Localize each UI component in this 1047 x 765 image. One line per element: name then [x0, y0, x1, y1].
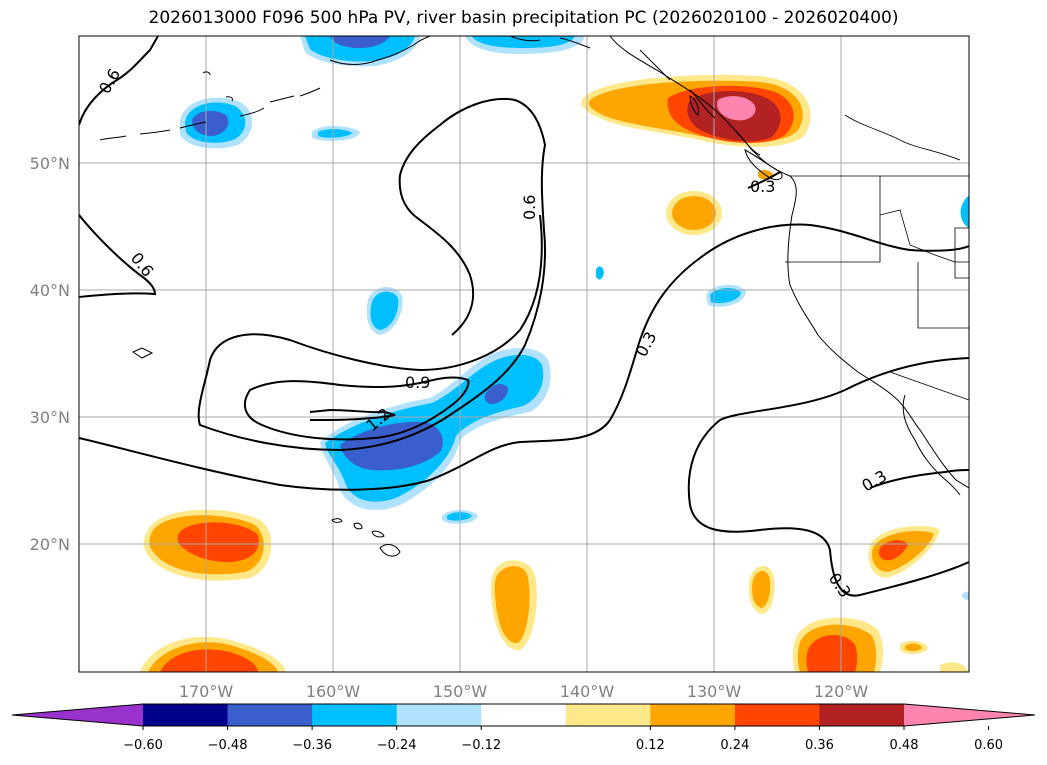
colorbar-tick-label: 0.24 — [720, 738, 749, 753]
negative-anomaly-top-145w — [465, 36, 585, 54]
colorbar-segment — [819, 704, 905, 726]
negative-anomaly-aleutian-west — [180, 97, 253, 149]
positive-anomaly-central-15n — [490, 560, 537, 651]
colorbar-segment — [481, 704, 567, 726]
positive-anomaly-small-127w — [748, 566, 775, 614]
lon-label: 130°W — [687, 682, 742, 701]
colorbar-tick-label: −0.36 — [292, 738, 332, 753]
colorbar-tick-label: −0.48 — [208, 738, 248, 753]
positive-anomaly-tiny-se-core — [905, 643, 922, 652]
latitude-labels: 50°N 40°N 30°N 20°N — [30, 154, 70, 554]
positive-anomaly-tiny-edge — [940, 662, 968, 672]
colorbar-tick-label: −0.60 — [123, 738, 163, 753]
lon-label: 170°W — [179, 682, 234, 701]
pv-contours — [79, 36, 969, 597]
colorbar-segment — [143, 704, 229, 726]
map-frame — [78, 35, 970, 673]
positive-anomaly-south-122w — [792, 617, 884, 672]
colorbar-tick-label: 0.60 — [974, 738, 1003, 753]
longitude-labels: 170°W 160°W 150°W 140°W 130°W 120°W — [179, 682, 869, 701]
negative-anomaly-small-160w — [312, 126, 360, 141]
figure-title: 2026013000 F096 500 hPa PV, river basin … — [148, 8, 899, 28]
colorbar-segment — [312, 704, 398, 726]
colorbar-tick-label: 0.12 — [636, 738, 665, 753]
political-borders — [785, 114, 969, 401]
lat-label: 40°N — [30, 281, 70, 300]
colorbar-tick-label: 0.48 — [890, 738, 919, 753]
negative-anomaly-tiny-141w — [596, 266, 604, 280]
colorbar-tick-label: −0.24 — [377, 738, 417, 753]
colorbar-extend-max — [904, 704, 1035, 726]
lon-label: 140°W — [560, 682, 615, 701]
colorbar-segment — [650, 704, 736, 726]
lat-label: 30°N — [30, 408, 70, 427]
negative-anomaly-right-edge-south — [962, 591, 969, 600]
lon-label: 160°W — [306, 682, 361, 701]
negative-anomaly-157w-38n — [366, 286, 403, 335]
contour-label: 0.6 — [520, 195, 539, 220]
lat-label: 20°N — [30, 535, 70, 554]
colorbar-segment — [227, 704, 313, 726]
colorbar-tick-label: 0.36 — [805, 738, 834, 753]
lat-label: 50°N — [30, 154, 70, 173]
colorbar-segment — [565, 704, 651, 726]
positive-anomaly-offshore-45n — [666, 191, 722, 235]
negative-anomaly-top-158w — [300, 36, 420, 67]
colorbar-tick-label: −0.12 — [461, 738, 501, 753]
graticule — [79, 36, 969, 672]
positive-anomaly-baja — [868, 525, 940, 578]
lon-label: 150°W — [433, 682, 488, 701]
lon-label: 120°W — [814, 682, 869, 701]
colorbar-segment — [734, 704, 820, 726]
colorbar: −0.60 −0.48 −0.36 −0.24 −0.12 0.12 0.24 0.36 0.4… — [11, 703, 1036, 753]
coastlines — [99, 36, 969, 557]
positive-anomaly-nw-coast — [581, 74, 811, 147]
positive-anomaly-west-20n — [143, 509, 272, 581]
contour-label: 0.9 — [405, 373, 430, 392]
contour-label: 0.3 — [750, 177, 775, 196]
positive-anomaly-southwest — [140, 636, 285, 672]
colorbar-extend-min — [12, 704, 143, 726]
colorbar-segment — [396, 704, 482, 726]
negative-anomaly-right-edge-north — [960, 196, 969, 228]
